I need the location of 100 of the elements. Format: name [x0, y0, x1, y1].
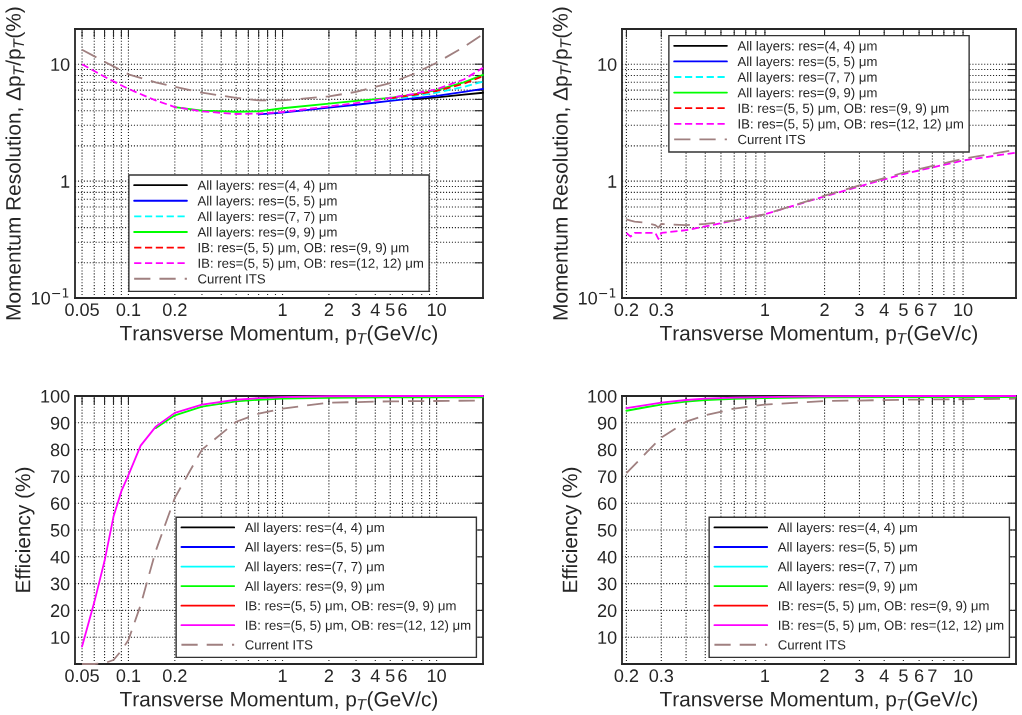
- y-tick-label: 1: [608, 175, 617, 188]
- legend-label: All layers: res=(4, 4) μm: [197, 180, 337, 193]
- x-tick-label: 0.2: [614, 303, 639, 317]
- x-tick-label: 0.05: [65, 303, 99, 317]
- y-tick-label: 100: [588, 389, 617, 403]
- x-axis-title: Transverse Momentum, p$_{T}$(GeV/c): [119, 325, 438, 345]
- x-tick-label: 2: [820, 669, 829, 682]
- legend-label: All layers: res=(7, 7) μm: [737, 72, 877, 85]
- x-tick-label: 10: [427, 303, 446, 317]
- y-tick-label: 40: [50, 550, 70, 564]
- y-tick-label: 30: [597, 577, 617, 591]
- legend-label: Current ITS: [778, 640, 846, 650]
- y-tick-label: 60: [50, 497, 70, 510]
- x-axis-title: Transverse Momentum, p$_{T}$(GeV/c): [659, 325, 978, 345]
- x-tick-label: 5: [385, 303, 395, 317]
- legend-label: Current ITS: [198, 274, 266, 284]
- x-tick-label: 6: [915, 303, 924, 317]
- x-tick-label: 1: [278, 669, 287, 682]
- x-tick-label: 5: [385, 669, 395, 683]
- x-tick-label: 4: [370, 669, 380, 682]
- y-axis-title: Efficiency (%): [562, 467, 582, 592]
- y-tick-label: 10: [598, 58, 617, 71]
- legend-label: IB: res=(5, 5) μm, OB: res=(12, 12) μm: [245, 620, 471, 633]
- y-tick-label: 60: [597, 497, 617, 510]
- x-tick-label: 4: [370, 303, 380, 316]
- legend-label: All layers: res=(7, 7) μm: [777, 561, 917, 574]
- x-tick-label: 7: [928, 303, 937, 316]
- legend-label: Current ITS: [738, 134, 806, 145]
- y-tick-label: 90: [597, 416, 617, 430]
- x-tick-label: 0.1: [116, 303, 141, 317]
- legend-label: IB: res=(5, 5) μm, OB: res=(9, 9) μm: [198, 242, 409, 255]
- y-tick-label: 20: [597, 604, 617, 618]
- y-tick-label: 50: [50, 523, 70, 537]
- legend-label: All layers: res=(5, 5) μm: [777, 542, 917, 555]
- legend-label: All layers: res=(4, 4) μm: [244, 522, 384, 535]
- legend-label: All layers: res=(9, 9) μm: [197, 227, 337, 240]
- legend-label: All layers: res=(7, 7) μm: [244, 561, 384, 574]
- x-tick-label: 3: [351, 303, 361, 317]
- x-tick-label: 4: [879, 669, 889, 682]
- legend-label: All layers: res=(4, 4) μm: [737, 40, 877, 54]
- y-tick-label: 10: [598, 631, 617, 644]
- legend-label: All layers: res=(4, 4) μm: [777, 522, 917, 535]
- x-tick-label: 6: [398, 303, 407, 317]
- x-tick-label: 2: [324, 669, 334, 682]
- x-tick-label: 10: [954, 669, 973, 683]
- legend-label: All layers: res=(5, 5) μm: [244, 542, 384, 555]
- x-axis-title: Transverse Momentum, p$_{T}$(GeV/c): [119, 691, 438, 711]
- x-tick-label: 1: [761, 669, 770, 682]
- x-tick-label: 2: [324, 303, 334, 316]
- y-tick-label: 1: [61, 175, 70, 188]
- legend-label: IB: res=(5, 5) μm, OB: res=(9, 9) μm: [778, 600, 989, 614]
- legend-label: IB: res=(5, 5) μm, OB: res=(12, 12) μm: [198, 258, 423, 271]
- x-tick-label: 0.05: [65, 669, 99, 683]
- x-tick-label: 3: [855, 303, 864, 317]
- x-tick-label: 3: [855, 669, 864, 683]
- x-tick-label: 1: [278, 303, 287, 316]
- x-tick-label: 10: [427, 669, 446, 683]
- y-tick-label: 70: [597, 470, 617, 484]
- x-tick-label: 0.3: [649, 303, 674, 317]
- legend-label: IB: res=(5, 5) μm, OB: res=(9, 9) μm: [245, 600, 456, 614]
- legend-label: All layers: res=(5, 5) μm: [737, 56, 877, 69]
- y-tick-label: 70: [50, 470, 70, 484]
- x-tick-label: 0.1: [116, 669, 141, 683]
- y-tick-label: 30: [50, 577, 70, 591]
- x-tick-label: 7: [928, 669, 937, 682]
- legend-label: IB: res=(5, 5) μm, OB: res=(12, 12) μm: [778, 620, 1004, 633]
- x-tick-label: 6: [915, 669, 924, 683]
- y-tick-label: 90: [50, 416, 70, 430]
- legend-label: All layers: res=(7, 7) μm: [197, 211, 337, 224]
- legend-label: All layers: res=(9, 9) μm: [244, 581, 384, 594]
- x-tick-label: 4: [879, 303, 889, 316]
- y-axis-title: Momentum Resolution, Δp$_{T}$/p$_{T}$(%): [552, 7, 572, 320]
- x-tick-label: 0.2: [162, 669, 187, 683]
- x-tick-label: 0.2: [162, 303, 187, 317]
- y-tick-label: 10: [51, 58, 70, 71]
- legend-label: All layers: res=(9, 9) μm: [737, 87, 877, 100]
- y-axis-title: Efficiency (%): [15, 467, 35, 592]
- legend-label: All layers: res=(9, 9) μm: [777, 581, 917, 594]
- legend-label: All layers: res=(5, 5) μm: [197, 195, 337, 209]
- x-tick-label: 10: [954, 303, 973, 317]
- y-tick-label: 80: [50, 443, 70, 457]
- legend-label: IB: res=(5, 5) μm, OB: res=(9, 9) μm: [738, 103, 949, 116]
- x-tick-label: 1: [761, 303, 770, 316]
- legend-label: IB: res=(5, 5) μm, OB: res=(12, 12) μm: [738, 118, 963, 132]
- x-tick-label: 0.3: [649, 669, 674, 683]
- y-tick-label: 100: [41, 389, 70, 403]
- y-axis-title: Momentum Resolution, Δp$_{T}$/p$_{T}$(%): [5, 7, 25, 320]
- y-tick-label: 10: [51, 631, 70, 644]
- y-tick-label: 10$^{−1}$: [578, 288, 616, 305]
- y-tick-label: 20: [50, 604, 70, 618]
- x-tick-label: 5: [899, 303, 908, 317]
- x-tick-label: 5: [899, 669, 908, 683]
- x-tick-label: 2: [820, 303, 829, 316]
- x-tick-label: 3: [351, 669, 361, 683]
- y-tick-label: 50: [597, 523, 617, 537]
- y-tick-label: 80: [597, 443, 617, 457]
- y-tick-label: 40: [597, 550, 617, 564]
- legend-label: Current ITS: [245, 640, 313, 650]
- x-tick-label: 0.2: [614, 669, 639, 683]
- x-tick-label: 6: [398, 669, 407, 683]
